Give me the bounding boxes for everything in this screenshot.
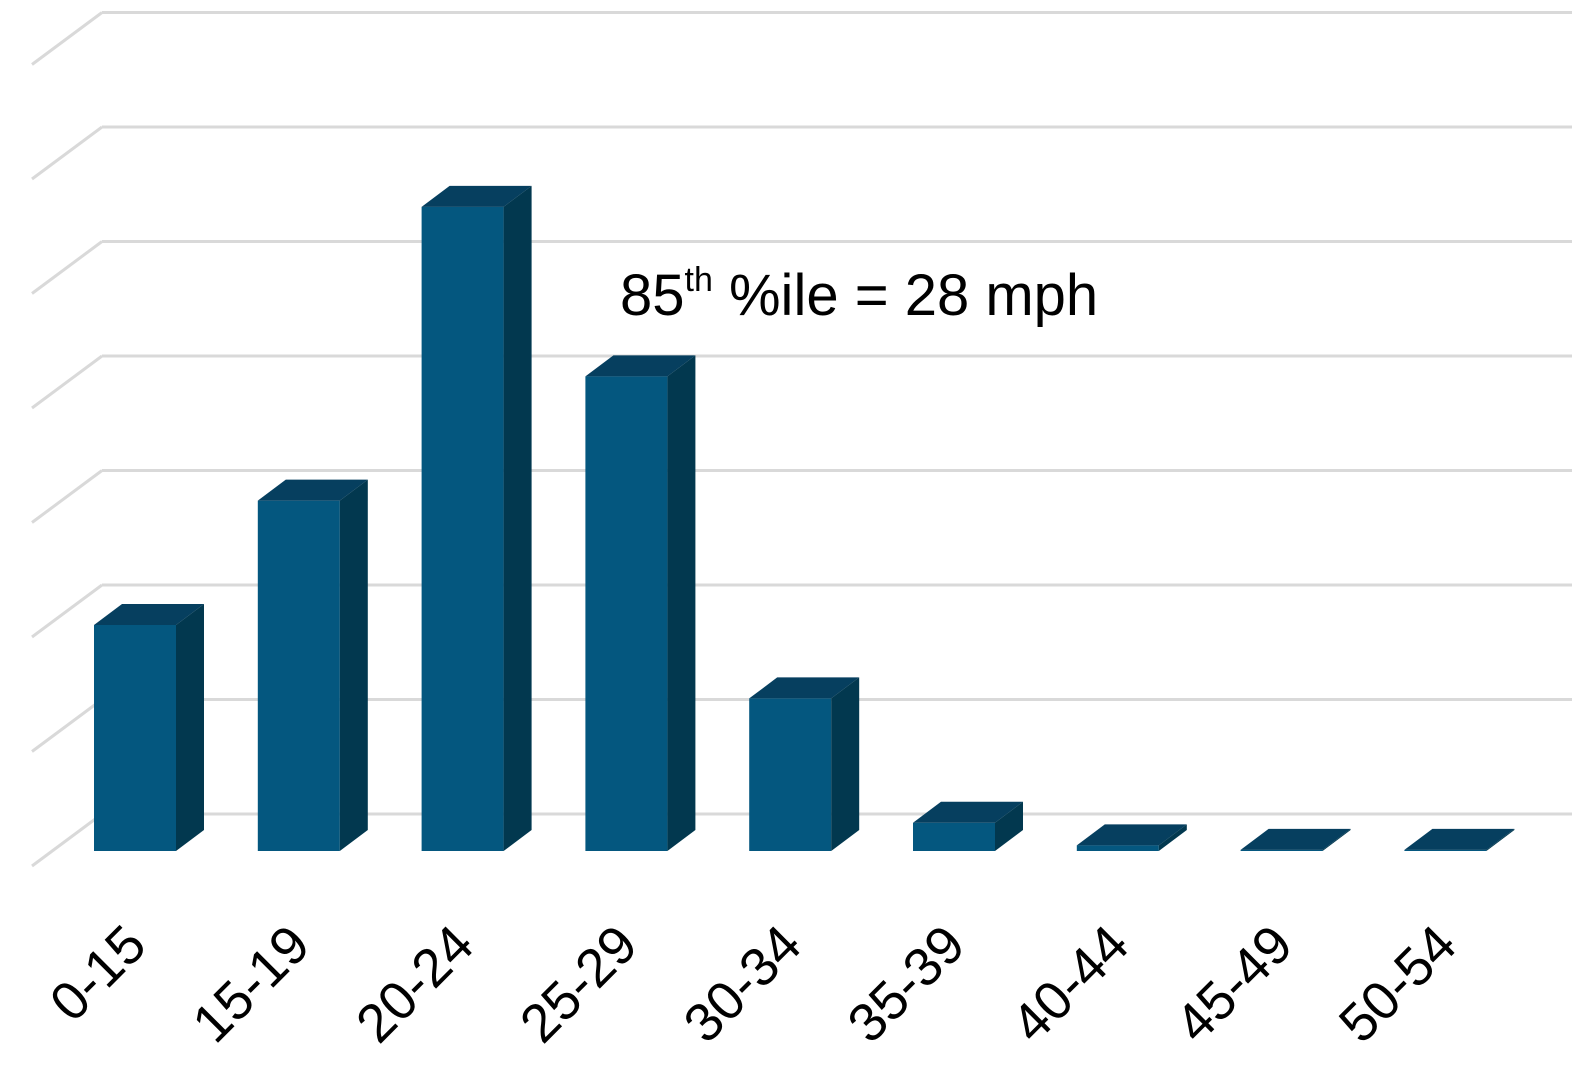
gridline-slant	[31, 698, 103, 753]
x-tick-label: 0-15	[39, 914, 158, 1033]
bar-top	[585, 355, 696, 377]
bar-front	[749, 698, 832, 851]
bar-front	[257, 500, 340, 851]
bar-top	[421, 185, 532, 207]
x-tick-label: 30-34	[673, 914, 813, 1054]
bar-50-54	[1404, 828, 1515, 851]
bar-side	[176, 603, 204, 851]
bar-20-24	[421, 185, 532, 852]
bar-side	[339, 479, 368, 851]
bar-top	[913, 801, 1023, 823]
annotation-85th-percentile: 85th %ile = 28 mph	[620, 261, 1098, 328]
bar-front	[1240, 849, 1323, 851]
gridline-slant	[31, 469, 103, 524]
bar-front	[1076, 845, 1159, 851]
bar-front	[421, 206, 504, 852]
x-tick-label: 20-24	[345, 914, 485, 1054]
x-tick-label: 40-44	[1000, 914, 1140, 1054]
bar-side	[831, 677, 860, 851]
bar-side	[1322, 828, 1351, 851]
bar-top	[1076, 824, 1187, 846]
bar-25-29	[585, 355, 696, 851]
gridline-slant	[31, 354, 103, 410]
bar-side	[995, 801, 1023, 851]
gridline-slant	[31, 125, 103, 181]
x-tick-label: 45-49	[1164, 914, 1304, 1054]
bar-30-34	[749, 677, 860, 851]
annotation-rest: %ile = 28 mph	[713, 263, 1098, 328]
bar-front	[913, 822, 995, 851]
x-tick-label: 25-29	[509, 914, 649, 1054]
bar-side	[667, 355, 696, 851]
bar-top	[257, 479, 368, 501]
gridline-slant	[31, 812, 103, 868]
bar-top	[94, 603, 204, 625]
x-tick-label: 50-54	[1328, 914, 1468, 1054]
bar-front	[1404, 849, 1487, 851]
gridline-slant	[31, 240, 103, 295]
bar-side	[503, 185, 532, 852]
bar-15-19	[257, 479, 368, 851]
annotation-base: 85	[620, 263, 685, 328]
bar-front	[94, 624, 176, 851]
x-axis-labels: 0-15 15-19 20-24 25-29 30-34 35-39 40-44 45-49 5…	[39, 914, 1468, 1054]
x-tick-label: 15-19	[181, 914, 321, 1054]
bar-35-39	[913, 801, 1023, 851]
bar-40-44	[1076, 824, 1187, 851]
bar-side	[1486, 828, 1515, 851]
bar-top	[749, 677, 860, 699]
bar-45-49	[1240, 828, 1351, 851]
bar-front	[585, 376, 668, 851]
gridline-slant	[31, 583, 103, 639]
annotation-sup: th	[685, 261, 713, 299]
x-tick-label: 35-39	[836, 914, 976, 1054]
bar-0-15	[94, 603, 204, 851]
bar-top	[1404, 828, 1515, 850]
bar-side	[1158, 824, 1187, 851]
bars	[94, 185, 1515, 852]
bar-top	[1240, 828, 1351, 850]
gridline-slant	[31, 11, 103, 66]
